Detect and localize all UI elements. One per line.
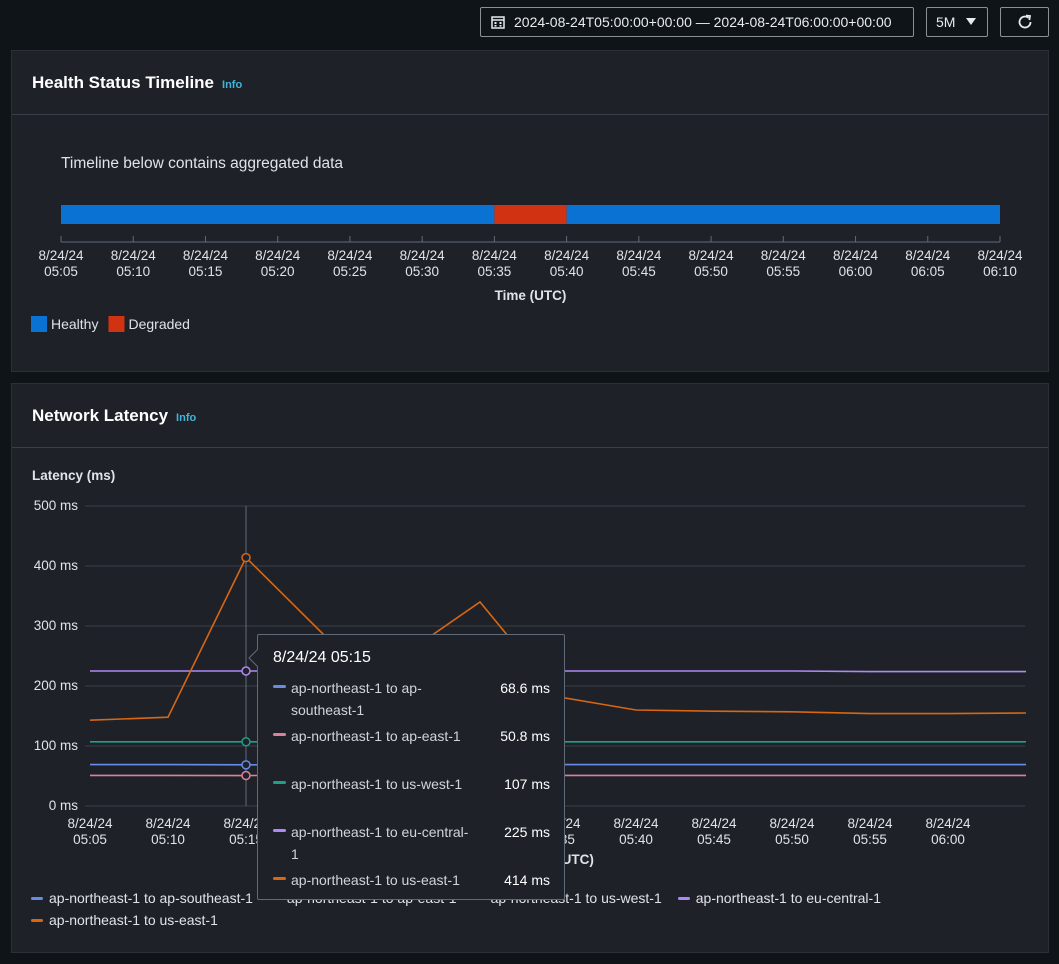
- tooltip-swatch: [273, 829, 286, 832]
- panel-title: Network Latency: [32, 406, 169, 425]
- timeline-segment: [566, 205, 1000, 224]
- tooltip-swatch: [273, 877, 286, 880]
- x-tick-label: 8/24/24 06:05: [905, 248, 951, 279]
- hover-point: [241, 770, 251, 781]
- legend-item[interactable]: ap-northeast-1 to ap-southeast-1: [31, 890, 253, 906]
- y-tick-label: 400 ms: [33, 558, 78, 573]
- tooltip-value: 68.6 ms: [500, 680, 550, 696]
- hover-point: [241, 737, 251, 747]
- x-tick-label: 8/24/24 05:45: [616, 248, 662, 279]
- tooltip-series-name: ap-northeast-1 to ap-southeast-1: [291, 680, 422, 718]
- header-divider: [12, 114, 1048, 115]
- x-tick-label: 8/24/24 05:55: [847, 816, 893, 847]
- panel-title: Health Status Timeline: [32, 73, 215, 92]
- legend-label: ap-northeast-1 to ap-southeast-1: [49, 890, 253, 906]
- hover-point: [241, 760, 251, 770]
- x-tick-label: 8/24/24 06:00: [925, 816, 971, 847]
- x-tick-label: 8/24/24 05:40: [544, 248, 590, 279]
- legend-swatch: [31, 918, 43, 922]
- x-tick-label: 8/24/24 05:05: [38, 248, 84, 279]
- x-tick-label: 8/24/24 06:10: [977, 248, 1023, 279]
- refresh-icon: [1018, 14, 1031, 29]
- date-range-text: 2024-08-24T05:00:00+00:00 — 2024-08-24T0…: [514, 14, 892, 30]
- x-tick-label: 8/24/24 05:50: [688, 248, 734, 279]
- timeline-segment: [61, 205, 495, 224]
- x-tick-label: 8/24/24 05:45: [691, 816, 737, 847]
- legend-swatch: [108, 316, 125, 332]
- legend-swatch: [31, 316, 47, 332]
- legend-swatch: [677, 896, 690, 900]
- legend-label: Healthy: [51, 316, 99, 332]
- tooltip-series-name: ap-northeast-1 to us-west-1: [291, 776, 463, 792]
- legend-swatch: [31, 896, 43, 900]
- dropdown-caret: [966, 18, 977, 25]
- x-tick-label: 8/24/24 05:10: [145, 816, 191, 847]
- info-link[interactable]: Info: [176, 412, 197, 424]
- x-tick-label: 8/24/24 05:50: [769, 816, 815, 847]
- x-tick-label: 8/24/24 05:20: [255, 248, 301, 279]
- x-tick-label: 8/24/24 05:10: [110, 248, 156, 279]
- tooltip-value: 414 ms: [504, 872, 550, 888]
- x-tick-label: 8/24/24 05:40: [613, 816, 659, 847]
- calendar-icon: [491, 16, 505, 29]
- legend-label: ap-northeast-1 to eu-central-1: [695, 890, 881, 906]
- x-tick-label: 8/24/24 05:15: [182, 248, 228, 279]
- legend-item[interactable]: ap-northeast-1 to us-east-1: [31, 912, 218, 928]
- x-tick-label: 8/24/24 05:55: [760, 248, 806, 279]
- x-tick-label: 8/24/24 05:05: [67, 816, 113, 847]
- y-tick-label: 500 ms: [33, 498, 78, 513]
- tooltip-swatch: [273, 781, 286, 784]
- y-tick-label: 200 ms: [33, 678, 78, 693]
- panel-header: Network Latency Info: [32, 406, 196, 426]
- panel-header: Health Status Timeline Info: [32, 73, 242, 93]
- tooltip-title: 8/24/24 05:15: [273, 649, 371, 666]
- timeline-segment: [494, 205, 567, 224]
- legend-label: ap-northeast-1 to us-east-1: [49, 912, 218, 928]
- date-range-picker[interactable]: 2024-08-24T05:00:00+00:00 — 2024-08-24T0…: [480, 7, 914, 37]
- refresh-button[interactable]: [1000, 7, 1049, 37]
- x-tick-label: 8/24/24 05:25: [327, 248, 373, 279]
- y-axis-title: Latency (ms): [32, 468, 116, 483]
- tooltip-series-name: ap-northeast-1 to ap-east-1: [291, 728, 461, 744]
- x-tick-label: 8/24/24 05:30: [399, 248, 445, 279]
- tooltip-swatch: [273, 685, 286, 688]
- info-link[interactable]: Info: [222, 79, 243, 91]
- y-tick-label: 100 ms: [33, 738, 78, 753]
- legend-label: Degraded: [128, 316, 190, 332]
- interval-select[interactable]: 5M: [926, 7, 988, 37]
- tooltip: 8/24/24 05:15 ap-northeast-1 to ap-southe…: [248, 634, 565, 900]
- tooltip-swatch: [273, 733, 286, 736]
- y-tick-label: 300 ms: [33, 618, 78, 633]
- tooltip-pointer: [248, 649, 258, 667]
- interval-text: 5M: [936, 14, 956, 30]
- tooltip-value: 107 ms: [504, 776, 550, 792]
- legend-item[interactable]: ap-northeast-1 to eu-central-1: [677, 890, 881, 906]
- hover-point: [241, 666, 251, 676]
- timeline-note: Timeline below contains aggregated data: [61, 155, 344, 172]
- tooltip-value: 50.8 ms: [500, 728, 550, 744]
- y-tick-label: 0 ms: [48, 798, 78, 813]
- x-tick-label: 8/24/24 06:00: [833, 248, 879, 279]
- tooltip-series-name: ap-northeast-1 to us-east-1: [291, 872, 460, 888]
- tooltip-series-name: ap-northeast-1 to eu-central-1: [291, 824, 469, 862]
- x-tick-label: 8/24/24 05:35: [471, 248, 517, 279]
- header-divider: [12, 447, 1048, 448]
- tooltip-value: 225 ms: [504, 824, 550, 840]
- hover-point: [241, 552, 251, 563]
- x-axis-title: Time (UTC): [494, 288, 567, 303]
